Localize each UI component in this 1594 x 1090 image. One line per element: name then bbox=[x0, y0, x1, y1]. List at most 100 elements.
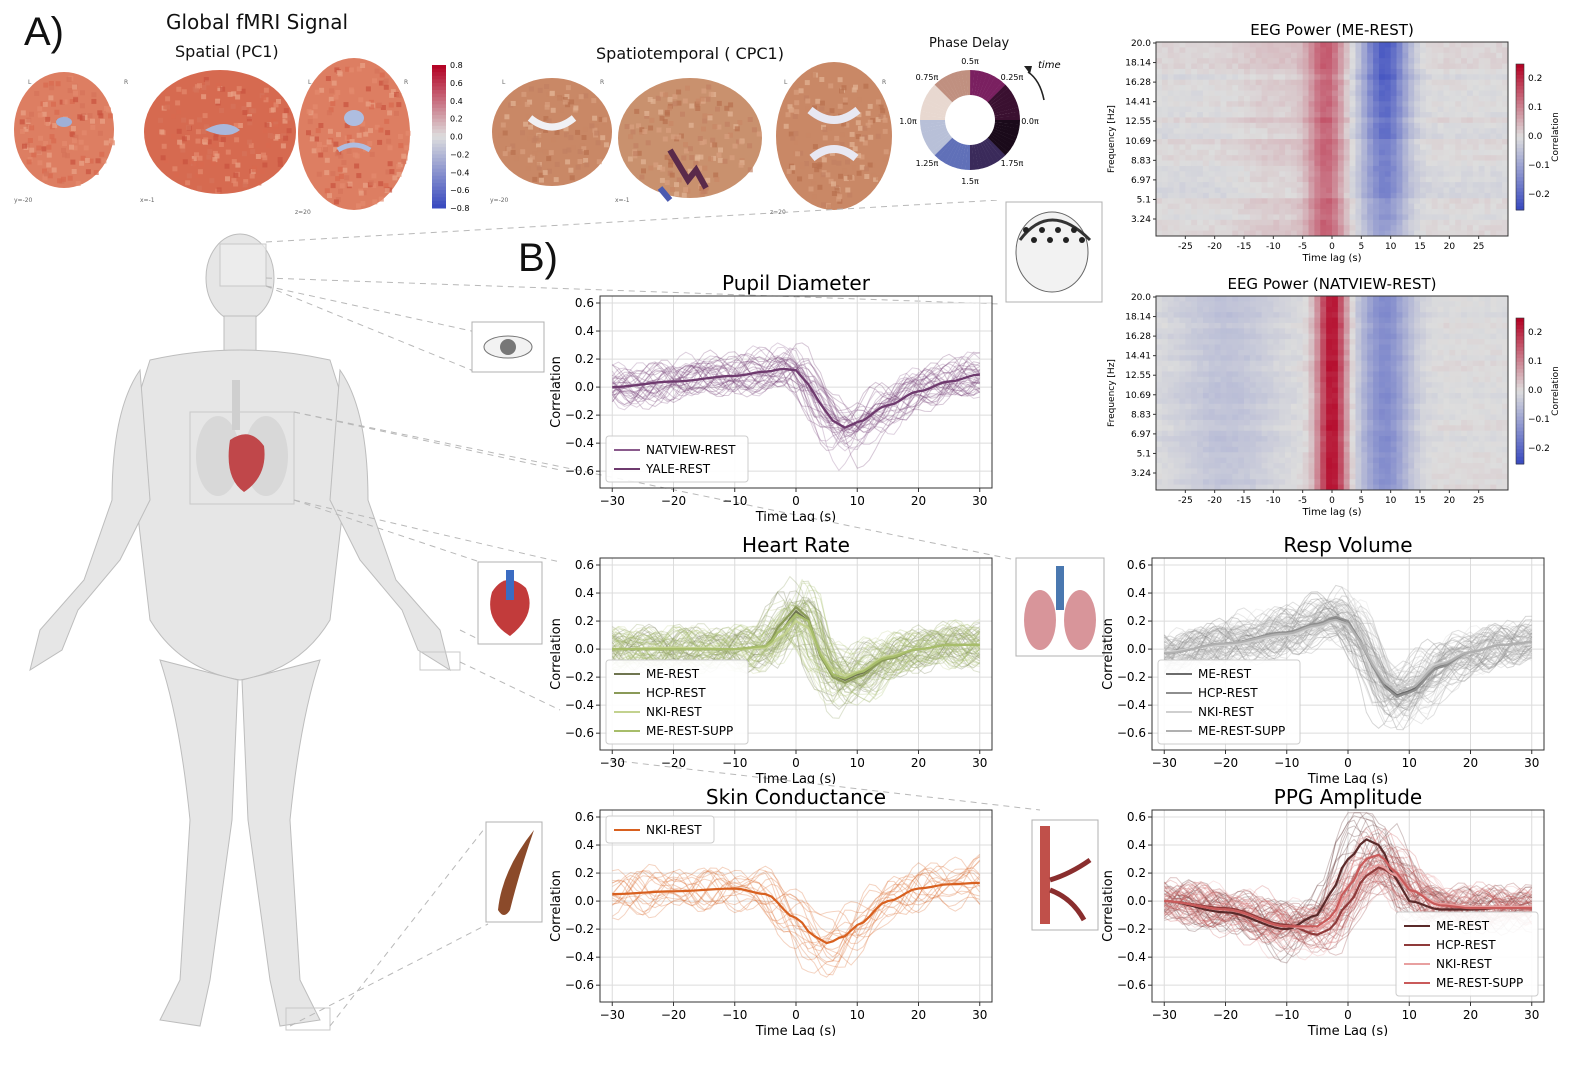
eeg-me-rest-cell bbox=[1191, 90, 1198, 97]
voxel bbox=[369, 104, 375, 110]
eeg-natview-rest-cell bbox=[1355, 312, 1362, 318]
eeg-natview-rest-cell bbox=[1302, 344, 1309, 351]
voxel bbox=[41, 111, 47, 117]
eeg-me-rest-cell bbox=[1396, 192, 1403, 199]
eeg-me-rest-cell bbox=[1202, 128, 1210, 135]
eeg-me-rest-cell bbox=[1208, 63, 1216, 70]
voxel bbox=[235, 162, 241, 168]
eeg-me-rest-cell bbox=[1320, 230, 1327, 237]
voxel bbox=[804, 80, 810, 86]
eeg-me-rest-cell bbox=[1373, 155, 1380, 161]
eeg-natview-rest-cell bbox=[1361, 376, 1368, 383]
eeg-natview-rest-cell bbox=[1384, 328, 1392, 335]
eeg-me-rest-cell bbox=[1214, 122, 1221, 129]
eeg-me-rest-cell bbox=[1238, 171, 1245, 178]
eeg-natview-rest-cell bbox=[1302, 322, 1309, 329]
time-arrow bbox=[1027, 71, 1045, 101]
eeg-me-rest-cell bbox=[1226, 128, 1233, 135]
eeg-me-rest-cell bbox=[1261, 165, 1268, 172]
eeg-me-rest-cell bbox=[1337, 160, 1345, 167]
voxel bbox=[648, 165, 654, 171]
spatial-colorbar-step bbox=[432, 132, 446, 137]
eeg-me-rest-cell bbox=[1396, 182, 1403, 188]
voxel bbox=[231, 178, 237, 184]
eeg-natview-rest-cell bbox=[1414, 322, 1421, 329]
eeg-me-rest-cell bbox=[1390, 219, 1397, 226]
voxel bbox=[783, 123, 789, 129]
eeg-me-rest-cell bbox=[1396, 214, 1403, 221]
voxel bbox=[368, 99, 374, 105]
eeg-me-rest-cell bbox=[1502, 171, 1509, 178]
eeg-me-rest-cell bbox=[1390, 133, 1397, 140]
voxel bbox=[333, 199, 339, 205]
eeg-me-rest-cell bbox=[1285, 155, 1292, 161]
eeg-me-rest-colorbar-step bbox=[1516, 100, 1524, 105]
eeg-me-rest-xtick-label: 10 bbox=[1385, 242, 1397, 252]
eeg-me-rest-cell bbox=[1202, 155, 1210, 161]
eeg-natview-rest-cell bbox=[1185, 317, 1192, 324]
eeg-natview-rest-cell bbox=[1490, 425, 1497, 432]
eeg-me-rest-cell bbox=[1208, 214, 1216, 221]
voxel bbox=[816, 164, 822, 170]
eeg-me-rest-cell bbox=[1296, 128, 1304, 135]
eeg-me-rest-cell bbox=[1332, 128, 1339, 135]
voxel bbox=[716, 100, 722, 106]
eeg-natview-rest-cell bbox=[1296, 296, 1304, 302]
eeg-natview-rest-cell bbox=[1267, 333, 1274, 340]
voxel bbox=[23, 126, 29, 132]
eeg-natview-rest-cell bbox=[1320, 425, 1327, 432]
eeg-me-rest-cell bbox=[1249, 182, 1257, 188]
eeg-me-rest-cell bbox=[1167, 203, 1174, 210]
eeg-me-rest-cell bbox=[1214, 101, 1221, 108]
eeg-me-rest-cell bbox=[1367, 176, 1374, 183]
eeg-me-rest-cell bbox=[1378, 90, 1386, 97]
eeg-natview-rest-cell bbox=[1167, 398, 1174, 405]
eeg-natview-rest-cell bbox=[1502, 430, 1509, 437]
eeg-me-rest-cell bbox=[1390, 171, 1397, 178]
phase-wheel-segment bbox=[990, 91, 1014, 108]
voxel bbox=[859, 154, 865, 160]
eeg-me-rest-cell bbox=[1296, 122, 1304, 129]
eeg-natview-rest-cell bbox=[1496, 349, 1503, 356]
eeg-natview-rest-cell bbox=[1349, 414, 1356, 421]
eeg-me-rest-cell bbox=[1267, 95, 1274, 102]
eeg-me-rest-cell bbox=[1161, 182, 1169, 188]
eeg-me-rest-cell bbox=[1202, 171, 1210, 178]
eeg-me-rest-cell bbox=[1373, 74, 1380, 81]
eeg-me-rest-cell bbox=[1443, 182, 1450, 188]
eeg-me-rest-cell bbox=[1285, 214, 1292, 221]
eeg-me-rest-cell bbox=[1273, 52, 1280, 59]
eeg-me-rest-cell bbox=[1349, 230, 1356, 237]
voxel bbox=[847, 174, 853, 180]
eeg-me-rest-cell bbox=[1414, 95, 1421, 102]
eeg-me-rest-cell bbox=[1461, 225, 1468, 232]
eeg-natview-rest-cell bbox=[1326, 430, 1333, 437]
voxel bbox=[160, 155, 166, 161]
phase-wheel-segment bbox=[934, 81, 954, 103]
voxel bbox=[358, 97, 364, 103]
eeg-me-rest-cell bbox=[1279, 133, 1286, 140]
eeg-me-rest-cell bbox=[1179, 90, 1186, 97]
eeg-me-rest-cell bbox=[1332, 42, 1339, 48]
eeg-natview-rest-cell bbox=[1232, 349, 1239, 356]
eeg-me-rest-ytick-label: 12.55 bbox=[1125, 117, 1151, 127]
eeg-natview-rest-cell bbox=[1373, 366, 1380, 372]
eeg-me-rest-cell bbox=[1466, 209, 1474, 215]
connector-line bbox=[265, 277, 1001, 305]
eeg-natview-rest-cell bbox=[1437, 360, 1444, 367]
eeg-natview-rest-cell bbox=[1326, 376, 1333, 383]
eeg-natview-rest-cell bbox=[1484, 333, 1491, 340]
eeg-me-rest-cell bbox=[1378, 85, 1386, 91]
eeg-me-rest-cell bbox=[1502, 165, 1509, 172]
eeg-natview-rest-cell bbox=[1490, 360, 1497, 367]
eeg-me-rest-cell bbox=[1431, 90, 1438, 97]
eeg-me-rest-cell bbox=[1220, 47, 1227, 54]
voxel bbox=[390, 89, 396, 95]
eeg-me-rest-cell bbox=[1191, 52, 1198, 59]
voxel bbox=[845, 159, 850, 165]
eeg-me-rest-cell bbox=[1437, 122, 1444, 129]
eeg-me-rest-cell bbox=[1472, 52, 1480, 59]
eeg-natview-rest-cell bbox=[1443, 409, 1450, 415]
eeg-natview-rest-cell bbox=[1326, 349, 1333, 356]
eeg-me-rest-cell bbox=[1402, 230, 1409, 237]
